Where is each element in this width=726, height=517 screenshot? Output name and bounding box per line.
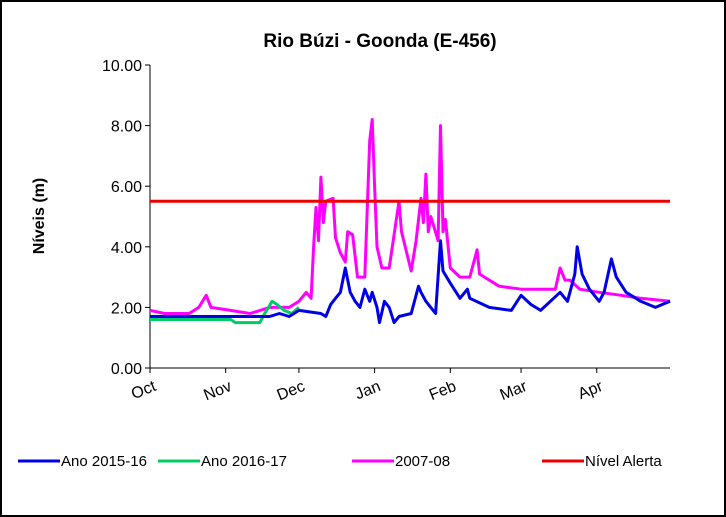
y-tick-label: 0.00: [111, 361, 142, 378]
legend-label: Ano 2015-16: [61, 453, 147, 470]
chart-title: Rio Búzi - Goonda (E-456): [263, 31, 496, 52]
y-axis-label: Níveis (m): [31, 178, 48, 254]
y-tick-label: 4.00: [111, 240, 142, 257]
legend-label: Nível Alerta: [585, 453, 662, 470]
legend-label: 2007-08: [395, 453, 450, 470]
y-tick-label: 6.00: [111, 179, 142, 196]
legend-label: Ano 2016-17: [201, 453, 287, 470]
series-line: [149, 118, 671, 315]
y-tick-label: 8.00: [111, 119, 142, 136]
y-tick-label: 10.00: [102, 58, 142, 75]
y-tick-label: 2.00: [111, 300, 142, 317]
series-line: [150, 299, 300, 325]
series-line: [150, 239, 671, 325]
